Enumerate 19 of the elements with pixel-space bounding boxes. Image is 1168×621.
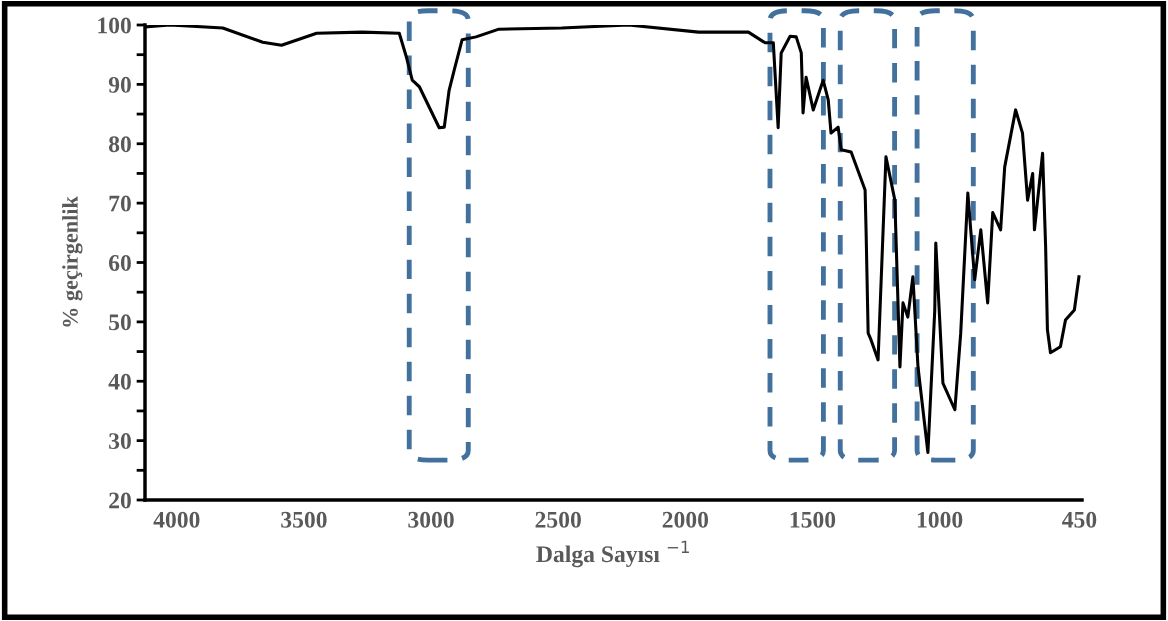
y-tick-label: 40 — [108, 373, 131, 390]
x-tick-label: 450 — [1062, 511, 1097, 528]
x-tick-label: 1500 — [790, 511, 836, 528]
x-tick-label: 4000 — [153, 511, 200, 528]
y-tick-label: 80 — [108, 136, 131, 153]
x-tick-label: 2000 — [662, 511, 709, 528]
x-tick-label: 2500 — [535, 511, 581, 528]
y-tick-label: 60 — [109, 254, 131, 271]
y-tick-label: 50 — [109, 314, 131, 331]
x-axis-title: Dalga Sayısı $^{−1}$ — [536, 540, 689, 568]
y-tick-label: 30 — [109, 433, 131, 450]
y-axis-title: % geçirgenlik — [62, 196, 83, 327]
y-tick-label: 100 — [98, 17, 131, 34]
x-tick-label: 3000 — [408, 511, 454, 528]
y-tick-label: 20 — [109, 492, 131, 509]
x-tick-label: 1000 — [917, 511, 963, 528]
y-tick-label: 90 — [108, 76, 131, 93]
y-tick-label: 70 — [109, 195, 131, 212]
x-tick-label: 3500 — [281, 511, 327, 528]
